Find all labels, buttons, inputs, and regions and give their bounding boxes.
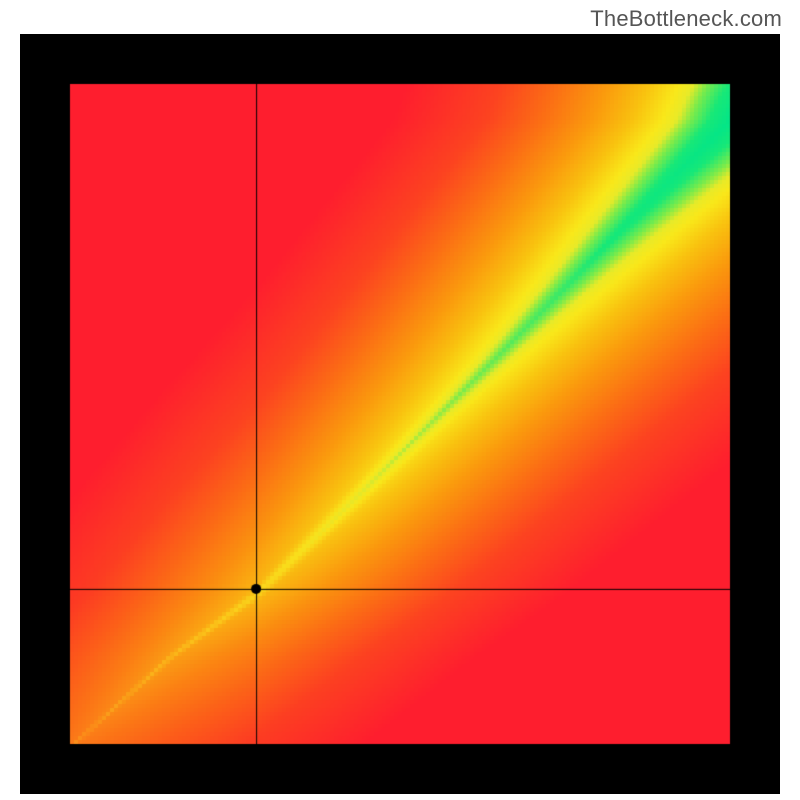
watermark-text: TheBottleneck.com — [590, 6, 782, 32]
chart-frame: TheBottleneck.com — [0, 0, 800, 800]
bottleneck-heatmap — [20, 34, 780, 794]
